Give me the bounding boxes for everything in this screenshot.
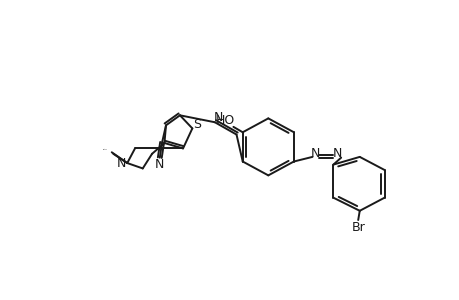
Text: methyl: methyl — [103, 148, 108, 150]
Text: N: N — [116, 157, 125, 170]
Text: N: N — [332, 147, 341, 160]
Text: S: S — [193, 118, 201, 131]
Text: N: N — [310, 147, 319, 160]
Text: N: N — [213, 111, 223, 124]
Text: Br: Br — [351, 221, 364, 234]
Text: N: N — [154, 158, 163, 171]
Text: HO: HO — [216, 114, 235, 127]
